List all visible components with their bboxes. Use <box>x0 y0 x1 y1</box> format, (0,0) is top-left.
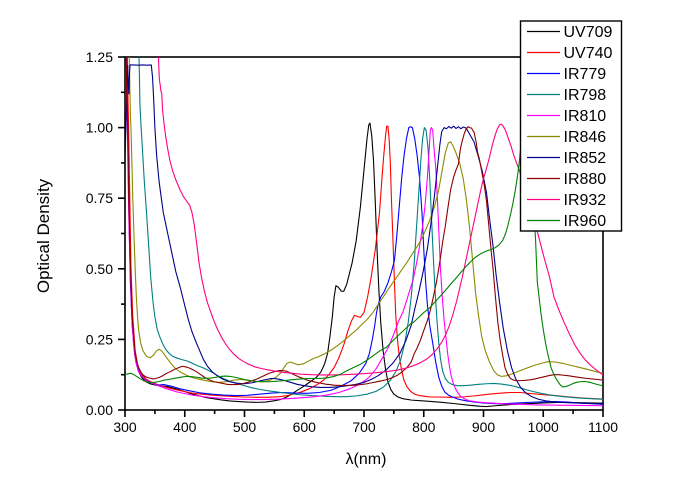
legend-entry-IR960: IR960 <box>527 213 606 230</box>
x-tick-label: 400 <box>173 419 197 435</box>
axis-tick-labels: 300 400 500 600 700 800 900 1000 1100 0.00 0.25 0.5… <box>86 49 619 435</box>
y-tick-label: 0.75 <box>86 190 113 206</box>
x-tick-label: 300 <box>113 419 137 435</box>
x-tick-label: 500 <box>233 419 257 435</box>
series-line-IR810 <box>125 57 603 407</box>
legend-entry-IR852: IR852 <box>527 150 606 167</box>
legend-box: UV709 UV740 IR779 IR798 IR810 IR846 IR852 IR880… <box>519 20 623 232</box>
x-tick-label: 700 <box>352 419 376 435</box>
legend-label: IR810 <box>564 108 607 125</box>
series-line-IR960 <box>125 127 603 388</box>
x-tick-label: 900 <box>472 419 496 435</box>
series-line-IR880 <box>125 57 603 386</box>
x-tick-label: 600 <box>293 419 317 435</box>
legend-entry-UV709: UV709 <box>527 24 613 41</box>
legend-label: IR880 <box>564 171 607 188</box>
x-tick-label: 800 <box>412 419 436 435</box>
series-lines <box>125 57 603 408</box>
series-line-UV740 <box>125 57 603 400</box>
legend-entry-IR779: IR779 <box>527 66 606 83</box>
legend-entry-IR810: IR810 <box>527 108 606 125</box>
series-line-IR846 <box>128 57 603 383</box>
legend-entry-IR846: IR846 <box>527 129 606 146</box>
legend-label: IR852 <box>564 150 607 167</box>
legend-border <box>519 20 623 232</box>
x-tick-label: 1000 <box>528 419 559 435</box>
legend-label: IR932 <box>564 192 607 209</box>
legend-entry-UV740: UV740 <box>527 45 613 62</box>
y-tick-label: 0.25 <box>86 331 113 347</box>
y-tick-label: 1.25 <box>86 49 113 65</box>
legend-label: IR798 <box>564 87 607 104</box>
legend-label: IR960 <box>564 213 607 230</box>
y-tick-label: 1.00 <box>86 120 113 136</box>
y-axis-title: Optical Density <box>34 178 53 293</box>
series-line-IR798 <box>138 57 603 400</box>
x-tick-label: 1100 <box>588 419 618 435</box>
legend-label: IR779 <box>564 66 607 83</box>
y-tick-label: 0.50 <box>86 261 113 277</box>
legend-label: UV709 <box>564 24 613 41</box>
legend-entry-IR880: IR880 <box>527 171 606 188</box>
legend-label: IR846 <box>564 129 607 146</box>
legend-entry-IR932: IR932 <box>527 192 606 209</box>
y-tick-label: 0.00 <box>86 402 113 418</box>
legend-entry-IR798: IR798 <box>527 87 606 104</box>
axis-ticks <box>118 56 604 417</box>
x-axis-title: λ(nm) <box>346 451 387 468</box>
legend-label: UV740 <box>564 45 613 62</box>
